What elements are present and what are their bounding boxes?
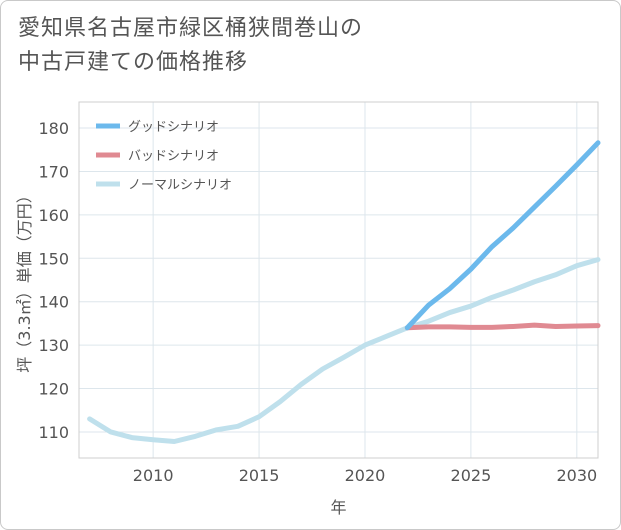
chart-title: 愛知県名古屋市緑区桶狭間巻山の 中古戸建ての価格推移 xyxy=(18,16,364,75)
x-tick-label: 2015 xyxy=(239,466,280,485)
series-line-3 xyxy=(87,257,601,445)
y-tick-label: 130 xyxy=(38,336,69,355)
series-line-1 xyxy=(404,140,601,331)
y-tick-label: 150 xyxy=(38,249,69,268)
series-line-2 xyxy=(404,322,601,331)
x-axis-ticks: 2010 2015 2020 2025 2030 xyxy=(133,466,597,485)
series-lines xyxy=(87,140,601,445)
y-axis-label: 坪（3.3㎡）単価（万円） xyxy=(15,187,34,372)
plot-frame xyxy=(78,101,599,459)
y-tick-label: 160 xyxy=(38,206,69,225)
legend-label: ノーマルシナリオ xyxy=(128,178,232,193)
x-tick-label: 2010 xyxy=(133,466,174,485)
x-tick-label: 2020 xyxy=(345,466,386,485)
x-tick-label: 2025 xyxy=(451,466,492,485)
y-tick-label: 140 xyxy=(38,293,69,312)
y-tick-label: 180 xyxy=(38,119,69,138)
x-axis-label: 年 xyxy=(330,498,346,517)
legend-label: グッドシナリオ xyxy=(128,120,219,135)
y-tick-label: 170 xyxy=(38,162,69,181)
grid xyxy=(79,102,598,458)
legend-label: バッドシナリオ xyxy=(128,149,219,164)
y-tick-label: 110 xyxy=(38,423,69,442)
x-tick-label: 2030 xyxy=(556,466,597,485)
y-tick-label: 120 xyxy=(38,380,69,399)
y-axis-ticks: 110 120 130 140 150 160 170 180 xyxy=(38,119,69,442)
